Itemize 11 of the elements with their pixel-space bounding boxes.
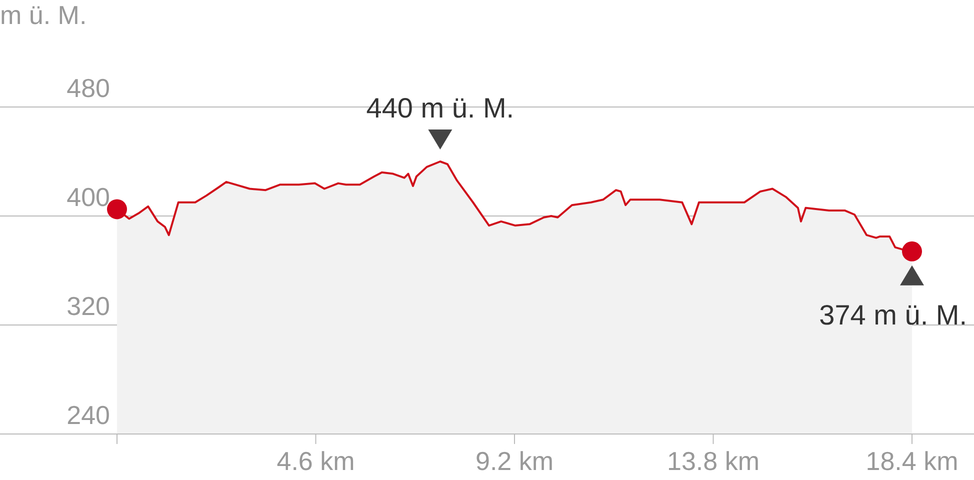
x-tick-label: 13.8 km: [667, 446, 760, 476]
y-tick-label: 320: [66, 291, 110, 321]
annotation: 374 m ü. M.: [819, 299, 967, 330]
y-tick-label: 400: [66, 182, 110, 212]
y-axis-title: m ü. M.: [0, 0, 87, 30]
y-tick-label: 480: [66, 73, 110, 103]
x-tick-label: 9.2 km: [475, 446, 554, 476]
x-tick-label: 4.6 km: [276, 446, 355, 476]
y-tick-label: 240: [66, 400, 110, 430]
annotation: 440 m ü. M.: [366, 92, 514, 124]
x-tick-label: 18.4 km: [866, 446, 958, 476]
